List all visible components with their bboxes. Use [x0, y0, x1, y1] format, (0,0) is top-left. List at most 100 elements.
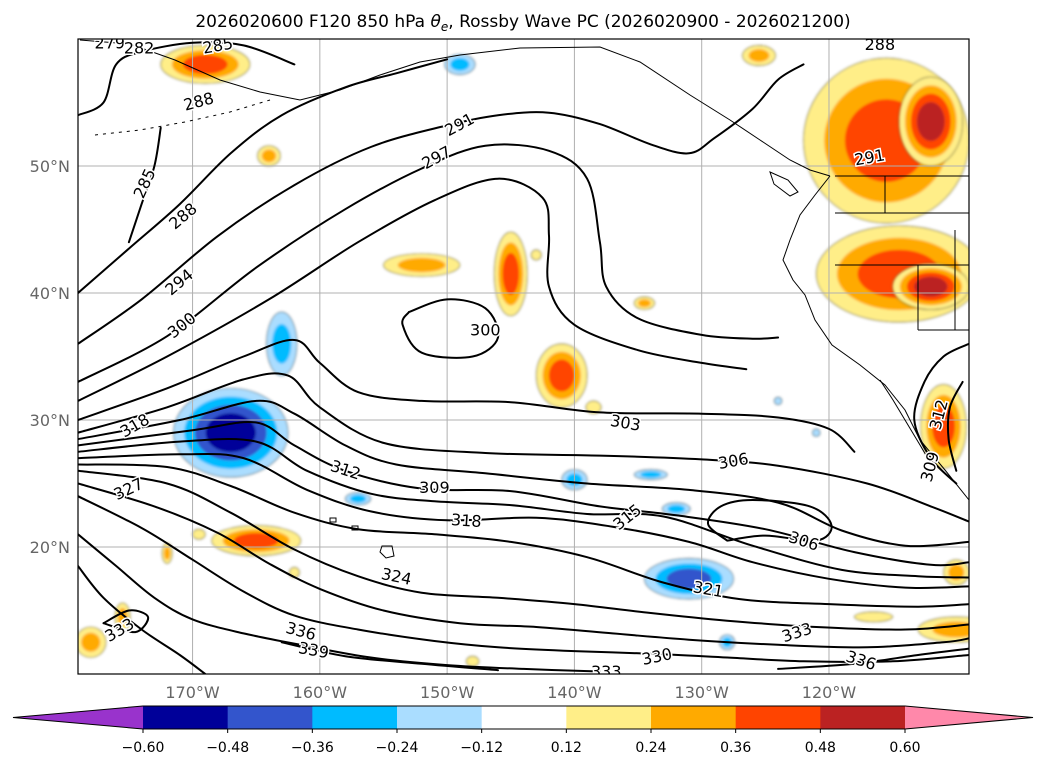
contour-label-1: 282 — [124, 39, 155, 58]
anomaly-30 — [633, 296, 655, 310]
x-axis-ticks: 170°W 160°W 150°W 140°W 130°W 120°W — [165, 683, 856, 702]
anomaly-9 — [773, 396, 783, 406]
colorbar: −0.60 −0.48 −0.36 −0.24 −0.12 0.12 0.24 0.36 0.4… — [12, 705, 1034, 756]
anomaly-33 — [192, 528, 206, 540]
y-tick-label-1: 40°N — [30, 284, 70, 303]
anomaly-shading — [78, 45, 969, 667]
anomaly-22-level-3 — [916, 102, 945, 141]
contour-288-2 — [78, 58, 449, 294]
anomaly-13 — [493, 231, 528, 317]
y-tick-label-3: 20°N — [30, 538, 70, 557]
anomaly-33-level-0 — [192, 528, 206, 540]
anomaly-5-level-1 — [640, 471, 662, 478]
anomaly-12-level-2 — [233, 533, 279, 549]
anomaly-24-level-3 — [914, 276, 948, 297]
colorbar-segment-3 — [397, 706, 483, 729]
contour-285-1 — [127, 126, 162, 244]
anomaly-24 — [892, 263, 969, 310]
anomaly-20-level-1 — [748, 49, 770, 62]
contour-327-16 — [78, 482, 969, 649]
anomaly-15-level-1 — [397, 257, 446, 273]
anomaly-26-level-1 — [932, 621, 969, 638]
x-tick-label-1: 160°W — [293, 683, 348, 702]
x-tick-label-2: 150°W — [420, 683, 475, 702]
anomaly-27 — [854, 611, 893, 623]
anomaly-3 — [444, 53, 476, 75]
anomaly-30-level-1 — [638, 299, 651, 308]
contour-300-6 — [401, 298, 500, 359]
anomaly-31-level-0 — [530, 249, 542, 261]
anomaly-31 — [530, 249, 542, 261]
anomaly-14 — [535, 343, 588, 408]
anomaly-10 — [812, 428, 821, 437]
colorbar-label-5: 0.12 — [551, 740, 582, 756]
anomaly-0-level-3 — [205, 413, 256, 453]
anomaly-34 — [465, 655, 480, 667]
anomaly-19 — [161, 542, 173, 564]
contour-285-0 — [78, 41, 296, 117]
anomaly-1 — [644, 558, 734, 600]
colorbar-label-7: 0.36 — [720, 740, 751, 756]
colorbar-label-4: −0.12 — [460, 740, 503, 756]
graticule — [78, 39, 969, 674]
contour-label-0: 279 — [95, 34, 126, 53]
anomaly-18-level-1 — [81, 632, 101, 652]
y-axis-ticks: 50°N 40°N 30°N 20°N — [30, 157, 70, 557]
anomaly-20 — [742, 45, 776, 66]
contour-291-3 — [78, 63, 805, 345]
anomaly-29 — [585, 400, 602, 414]
colorbar-label-2: −0.36 — [291, 740, 334, 756]
contour-303-7 — [78, 338, 856, 453]
coastline-baja — [879, 379, 931, 463]
anomaly-8 — [344, 492, 372, 506]
map-frame — [77, 38, 970, 675]
contour-333-18 — [78, 533, 601, 673]
colorbar-segment-2 — [312, 706, 398, 729]
anomaly-6-level-1 — [667, 504, 685, 513]
colorbar-segment-8 — [820, 706, 906, 729]
contour-306-8 — [78, 372, 969, 523]
anomaly-11-level-2 — [183, 54, 228, 74]
contour-label-14: 300 — [470, 321, 501, 340]
anomaly-13-level-2 — [502, 252, 520, 295]
coastline-vancouver-island — [769, 171, 799, 197]
anomaly-18 — [78, 626, 107, 658]
y-tick-label-0: 50°N — [30, 157, 70, 176]
chart-title: 2026020600 F120 850 hPa θe, Rossby Wave … — [195, 12, 850, 34]
anomaly-11 — [160, 45, 251, 84]
hawaii-island-3 — [379, 545, 395, 559]
contour-336-21 — [280, 641, 499, 672]
contour-318-13 — [913, 342, 969, 485]
coastlines — [79, 39, 969, 559]
x-tick-label-4: 130°W — [675, 683, 730, 702]
hawaii-islands — [329, 517, 337, 523]
anomaly-16 — [257, 145, 281, 167]
anomaly-5 — [633, 469, 668, 480]
contour-309-9 — [78, 399, 969, 548]
colorbar-segment-7 — [735, 706, 821, 729]
colorbar-extend-high — [905, 706, 1033, 729]
contour-300-5 — [78, 177, 748, 402]
x-tick-label-5: 120°W — [802, 683, 857, 702]
anomaly-34-level-0 — [465, 655, 480, 667]
contour-297-4 — [78, 143, 780, 383]
anomaly-19-level-1 — [163, 547, 171, 560]
contour-318-12 — [78, 452, 969, 589]
colorbar-label-6: 0.24 — [635, 740, 666, 756]
contour-label-25: 333 — [591, 662, 622, 681]
colorbar-label-1: −0.48 — [206, 740, 249, 756]
colorbar-label-9: 0.60 — [889, 740, 920, 756]
anomaly-1-level-2 — [666, 568, 712, 589]
contour-324-15 — [78, 469, 969, 631]
anomaly-14-level-2 — [548, 359, 575, 392]
colorbar-segment-4 — [481, 706, 567, 729]
contour-312-10 — [78, 420, 969, 567]
colorbar-segment-0 — [143, 706, 229, 729]
colorbar-extend-low — [13, 706, 143, 729]
contour-label-13: 309 — [419, 478, 450, 497]
contour-339-23 — [102, 609, 150, 634]
anomaly-3-level-1 — [450, 58, 470, 71]
anomaly-12 — [211, 525, 302, 557]
contour-315-11 — [78, 438, 969, 579]
